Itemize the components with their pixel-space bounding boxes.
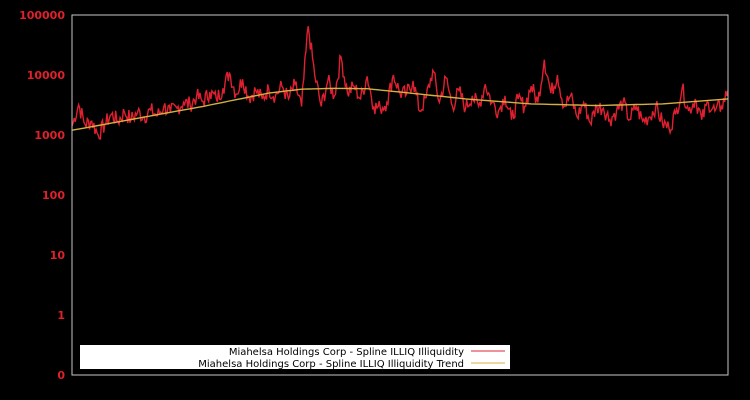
illiquidity-trend-line: [71, 87, 729, 131]
legend-box: [80, 345, 510, 369]
legend-label-trend: Miahelsa Holdings Corp - Spline ILLIQ Il…: [198, 359, 464, 370]
y-tick-label: 100: [42, 189, 65, 202]
y-tick-label: 10000: [27, 69, 66, 82]
y-tick-label: 0: [57, 369, 65, 382]
plot-area: [71, 26, 729, 140]
legend: Miahelsa Holdings Corp - Spline ILLIQ Il…: [80, 345, 510, 370]
plot-frame: [71, 14, 729, 376]
illiquidity-series-line: [71, 26, 729, 140]
y-tick-label: 10: [50, 249, 66, 262]
y-tick-label: 1: [57, 309, 65, 322]
y-tick-label: 1000: [34, 129, 65, 142]
y-tick-label: 100000: [19, 9, 65, 22]
legend-label-series: Miahelsa Holdings Corp - Spline ILLIQ Il…: [229, 347, 464, 358]
